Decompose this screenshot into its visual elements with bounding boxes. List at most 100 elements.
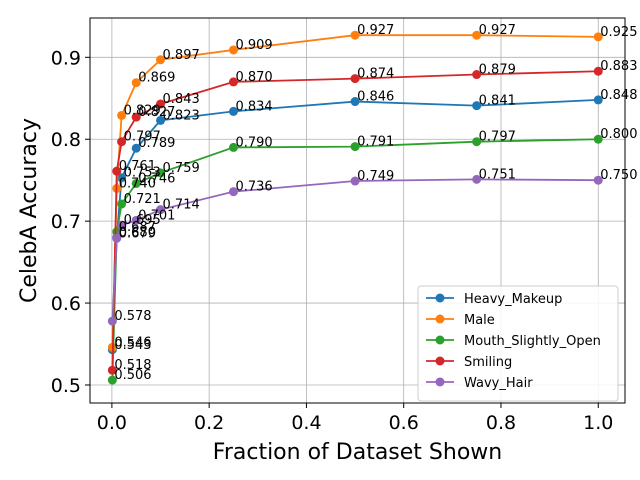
data-point xyxy=(228,187,238,197)
data-label: 0.897 xyxy=(163,48,200,63)
data-point xyxy=(228,106,238,116)
data-point xyxy=(117,110,127,120)
data-point xyxy=(107,365,117,375)
data-label: 0.753 xyxy=(124,166,161,181)
data-label: 0.680 xyxy=(119,226,156,241)
data-label: 0.883 xyxy=(600,59,637,74)
data-point xyxy=(593,134,603,144)
data-label: 0.543 xyxy=(114,338,151,353)
data-label: 0.925 xyxy=(600,25,637,40)
data-label: 0.518 xyxy=(114,358,151,373)
data-point xyxy=(156,115,166,125)
data-label: 0.695 xyxy=(124,213,161,228)
data-point xyxy=(472,30,482,40)
data-point xyxy=(131,78,141,88)
legend-label: Heavy_Makeup xyxy=(464,292,562,307)
x-tick-label: 0.4 xyxy=(291,412,321,434)
data-point xyxy=(350,74,360,84)
legend-marker xyxy=(435,377,445,387)
data-point xyxy=(350,142,360,152)
data-label: 0.721 xyxy=(124,192,161,207)
data-label: 0.846 xyxy=(357,90,394,105)
data-point xyxy=(112,233,122,243)
legend-marker xyxy=(435,356,445,366)
data-label: 0.761 xyxy=(119,159,156,174)
x-tick-label: 0.8 xyxy=(486,412,516,434)
data-point xyxy=(472,174,482,184)
x-tick-label: 0.0 xyxy=(97,412,127,434)
data-label: 0.823 xyxy=(163,108,200,123)
y-tick-label: 0.6 xyxy=(51,293,81,315)
legend-marker xyxy=(435,293,445,303)
legend-label: Wavy_Hair xyxy=(464,376,533,391)
data-label: 0.789 xyxy=(138,136,175,151)
data-label: 0.827 xyxy=(138,105,175,120)
legend: Heavy_Makeup Male Mouth_Slightly_Open Smili… xyxy=(417,285,619,402)
axis-ticks: 0.0 0.2 0.4 0.6 0.8 1.0 0.5 0.6 0.7 0.8 0.9 xyxy=(51,47,614,434)
data-label: 0.687 xyxy=(119,220,156,235)
data-label: 0.578 xyxy=(114,309,151,324)
data-label: 0.740 xyxy=(119,176,156,191)
y-tick-label: 0.8 xyxy=(51,129,81,151)
data-point xyxy=(112,166,122,176)
data-label: 0.736 xyxy=(235,180,272,195)
data-point xyxy=(350,30,360,40)
data-label: 0.927 xyxy=(357,23,394,38)
data-point xyxy=(350,97,360,107)
data-label: 0.679 xyxy=(119,226,156,241)
data-point xyxy=(117,173,127,183)
series-layer xyxy=(107,30,603,385)
legend-marker xyxy=(435,335,445,345)
y-axis-title: CelebA Accuracy xyxy=(17,118,42,303)
data-label: 0.927 xyxy=(479,23,516,38)
data-label: 0.714 xyxy=(163,198,200,213)
data-label: 0.750 xyxy=(600,168,637,183)
data-label: 0.870 xyxy=(235,70,272,85)
data-point xyxy=(131,215,141,225)
legend-label: Mouth_Slightly_Open xyxy=(464,334,601,349)
y-tick-label: 0.9 xyxy=(51,47,81,69)
x-tick-label: 0.6 xyxy=(389,412,419,434)
data-label: 0.841 xyxy=(479,94,516,109)
data-point xyxy=(228,45,238,55)
data-label: 0.790 xyxy=(235,135,272,150)
data-point xyxy=(593,175,603,185)
data-label: 0.701 xyxy=(138,208,175,223)
data-label: 0.874 xyxy=(357,67,394,82)
data-point xyxy=(472,70,482,80)
data-label: 0.834 xyxy=(235,99,272,114)
x-tick-label: 1.0 xyxy=(583,412,613,434)
data-point xyxy=(131,178,141,188)
data-point xyxy=(228,142,238,152)
y-tick-label: 0.5 xyxy=(51,375,81,397)
data-point xyxy=(156,168,166,178)
data-point xyxy=(156,55,166,65)
y-tick-label: 0.7 xyxy=(51,211,81,233)
data-point xyxy=(131,143,141,153)
data-point xyxy=(228,77,238,87)
data-label: 0.879 xyxy=(479,63,516,78)
data-point xyxy=(593,95,603,105)
data-label: 0.506 xyxy=(114,368,151,383)
data-point xyxy=(107,375,117,385)
data-label: 0.751 xyxy=(479,167,516,182)
data-label: 0.797 xyxy=(479,130,516,145)
data-point xyxy=(117,137,127,147)
legend-box xyxy=(417,285,619,402)
x-axis-title: Fraction of Dataset Shown xyxy=(213,440,502,465)
data-point xyxy=(156,205,166,215)
data-label: 0.843 xyxy=(163,92,200,107)
data-label: 0.800 xyxy=(600,127,637,142)
data-point xyxy=(472,137,482,147)
data-label: 0.749 xyxy=(357,169,394,184)
data-label: 0.797 xyxy=(124,130,161,145)
plot-frame xyxy=(89,17,626,404)
x-tick-label: 0.2 xyxy=(194,412,224,434)
data-label: 0.546 xyxy=(114,335,151,350)
data-point xyxy=(117,199,127,209)
data-point xyxy=(131,112,141,122)
data-label: 0.848 xyxy=(600,88,637,103)
data-label: 0.791 xyxy=(357,135,394,150)
legend-label: Male xyxy=(464,313,495,328)
